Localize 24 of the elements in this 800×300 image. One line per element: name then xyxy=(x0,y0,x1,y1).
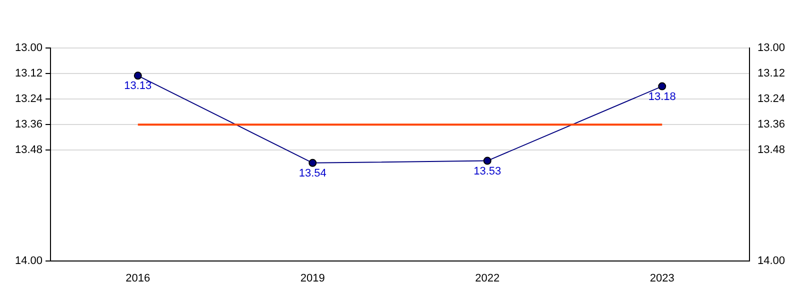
data-label: 13.18 xyxy=(648,90,676,103)
y-tick-label: 13.36 xyxy=(14,118,43,131)
y2-tick-label: 13.24 xyxy=(757,93,786,106)
x-tick-label: 2022 xyxy=(475,272,500,284)
y2-tick-label: 13.48 xyxy=(757,144,786,156)
data-label: 13.54 xyxy=(298,167,326,180)
y-tick-label: 13.12 xyxy=(14,68,43,80)
y2-tick-label: 13.00 xyxy=(757,42,786,54)
point xyxy=(134,72,142,80)
point xyxy=(658,82,666,90)
y2-tick-label: 13.12 xyxy=(757,68,786,80)
y-tick-label: 13.24 xyxy=(14,93,43,106)
data-label: 13.13 xyxy=(124,80,152,92)
y-tick-label: 13.00 xyxy=(14,42,43,54)
y-tick-label: 14.00 xyxy=(14,254,43,267)
y2-tick-label: 14.00 xyxy=(757,254,786,267)
x-tick-label: 2019 xyxy=(300,272,325,284)
x-tick-label: 2016 xyxy=(126,272,150,284)
x-tick-label: 2023 xyxy=(650,272,674,284)
data-label: 13.53 xyxy=(474,165,502,178)
y2-tick-label: 13.36 xyxy=(757,118,786,131)
point xyxy=(483,156,492,165)
point xyxy=(308,158,317,167)
y-tick-label: 13.48 xyxy=(14,144,43,156)
